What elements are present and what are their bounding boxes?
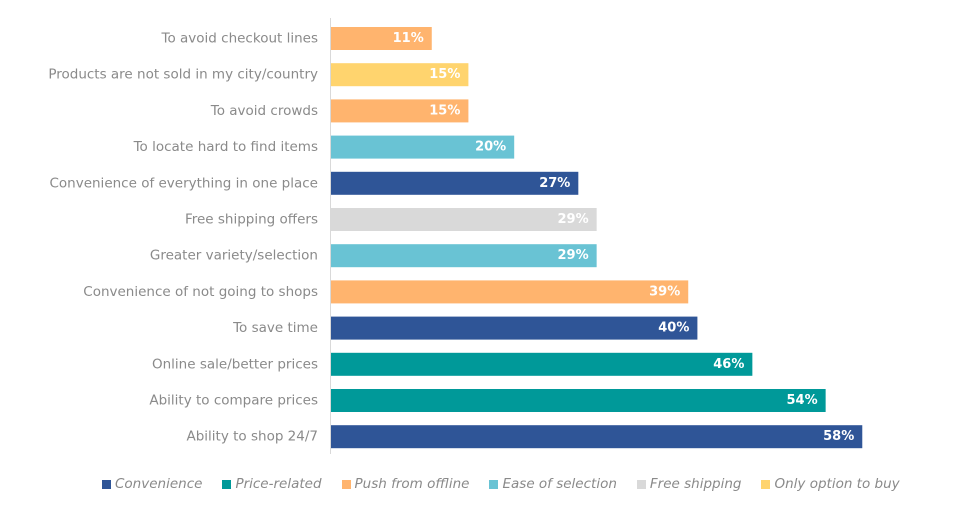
legend-item: Convenience <box>102 476 202 492</box>
bar <box>331 99 469 123</box>
category-label: Convenience of not going to shops <box>83 284 318 300</box>
bar <box>331 352 753 376</box>
legend-item: Only option to buy <box>761 476 900 492</box>
value-label: 15% <box>429 103 460 118</box>
category-label: To avoid crowds <box>210 103 318 119</box>
legend-swatch <box>102 479 111 489</box>
legend-item: Price-related <box>222 476 322 492</box>
value-label: 39% <box>649 284 680 299</box>
legend-label: Ease of selection <box>502 476 617 492</box>
bar <box>331 389 826 412</box>
value-label: 27% <box>539 176 570 191</box>
legend-item: Ease of selection <box>489 476 617 492</box>
category-label: Free shipping offers <box>185 212 318 228</box>
category-label: Ability to compare prices <box>149 393 318 409</box>
legend-label: Only option to buy <box>774 476 900 492</box>
bar <box>331 135 515 159</box>
category-label: To avoid checkout lines <box>161 31 318 47</box>
value-label: 40% <box>658 321 689 336</box>
bar <box>331 425 863 449</box>
category-label: Ability to shop 24/7 <box>187 429 319 445</box>
bar <box>331 316 698 340</box>
legend-label: Price-related <box>235 476 322 492</box>
bar <box>331 63 469 87</box>
category-label: To save time <box>232 320 318 336</box>
value-label: 20% <box>475 140 506 155</box>
value-label: 54% <box>787 393 818 408</box>
value-label: 29% <box>558 248 589 263</box>
category-label: Products are not sold in my city/country <box>48 67 318 83</box>
bar <box>331 208 597 231</box>
legend-swatch <box>341 479 351 489</box>
category-label: Greater variety/selection <box>150 248 318 264</box>
legend-swatch <box>222 479 232 489</box>
bar <box>331 244 597 268</box>
value-label: 11% <box>393 31 424 46</box>
bar <box>331 280 689 304</box>
legend-item: Push from offline <box>341 476 470 492</box>
bars-layer: To avoid checkout lines 11% Products are n… <box>48 27 863 449</box>
legend-item: Free shipping <box>636 476 742 492</box>
category-label: Convenience of everything in one place <box>49 175 318 191</box>
bar <box>331 27 432 50</box>
category-label: Online sale/better prices <box>152 356 318 372</box>
legend-label: Free shipping <box>649 476 742 492</box>
legend-swatch <box>489 479 499 489</box>
category-label: To locate hard to find items <box>133 139 318 155</box>
value-label: 29% <box>558 212 589 227</box>
legend-swatch <box>636 479 646 489</box>
chart-legend: Convenience Price-related Push from offlin… <box>102 474 920 494</box>
legend-label: Convenience <box>115 476 203 492</box>
value-label: 58% <box>823 429 854 444</box>
value-label: 15% <box>429 67 460 82</box>
bar <box>331 171 579 195</box>
legend-label: Push from offline <box>354 476 470 492</box>
value-label: 46% <box>713 357 744 372</box>
legend-swatch <box>761 479 771 489</box>
